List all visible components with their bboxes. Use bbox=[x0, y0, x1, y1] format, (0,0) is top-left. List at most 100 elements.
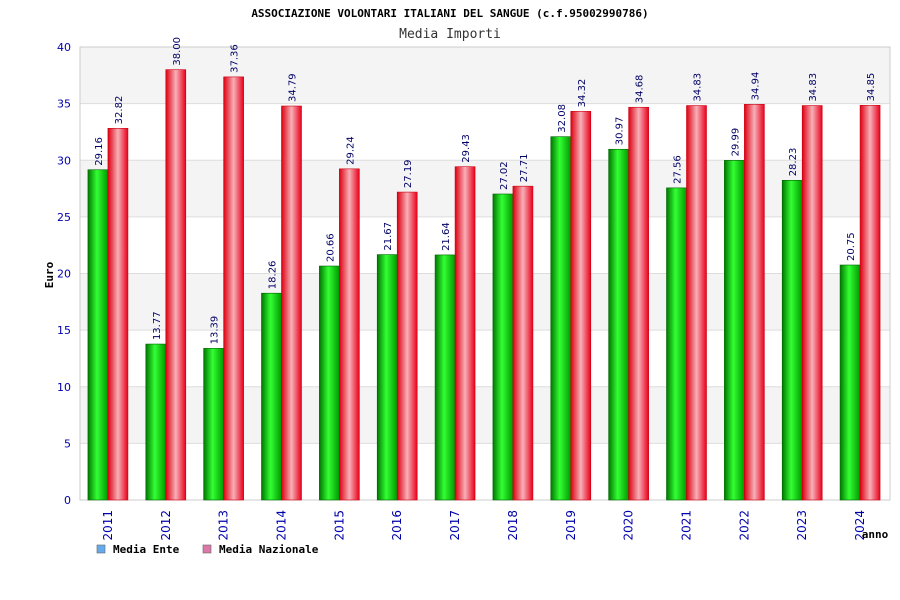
legend: Media Ente Media Nazionale bbox=[96, 543, 319, 556]
legend-entry: Media Ente bbox=[113, 543, 180, 556]
value-label: 21.64 bbox=[441, 222, 452, 251]
legend-swatch bbox=[96, 544, 106, 554]
value-label: 34.68 bbox=[635, 75, 646, 104]
value-label: 20.75 bbox=[846, 232, 857, 261]
value-label: 32.08 bbox=[557, 104, 568, 133]
bar-nazionale-2015 bbox=[339, 168, 360, 501]
chart-subtitle: Media Importi bbox=[399, 27, 501, 42]
bar-ente-2020 bbox=[608, 148, 629, 501]
bar-ente-2017 bbox=[434, 254, 456, 501]
bar-nazionale-2012 bbox=[165, 69, 187, 501]
value-label: 34.85 bbox=[866, 73, 877, 102]
x-tick-label: 2012 bbox=[159, 510, 173, 541]
value-label: 27.19 bbox=[403, 159, 414, 188]
x-tick-label: 2019 bbox=[564, 510, 578, 541]
bar-ente-2022 bbox=[724, 160, 745, 501]
value-label: 13.77 bbox=[152, 311, 163, 340]
y-tick-label: 0 bbox=[64, 494, 71, 507]
value-label: 21.67 bbox=[383, 222, 394, 251]
y-axis-label: Euro bbox=[43, 261, 56, 288]
bar-nazionale-2021 bbox=[686, 105, 707, 501]
legend-swatch bbox=[202, 544, 212, 554]
y-tick-label: 35 bbox=[57, 98, 71, 111]
x-tick-label: 2016 bbox=[390, 510, 404, 541]
grid-band bbox=[80, 386, 890, 444]
grid-band bbox=[80, 443, 890, 500]
bar-nazionale-2022 bbox=[744, 104, 765, 501]
value-label: 27.56 bbox=[673, 155, 684, 184]
x-tick-label: 2021 bbox=[680, 510, 694, 541]
y-axis-ticks: 0 5 10 15 20 25 30 35 40 bbox=[57, 41, 71, 507]
bars: 29.16 32.82 13.77 38.00 13.39 37.36 18.26 34.79… bbox=[87, 37, 881, 501]
x-tick-label: 2022 bbox=[737, 510, 751, 541]
x-tick-label: 2017 bbox=[448, 510, 462, 541]
bar-ente-2023 bbox=[781, 179, 803, 501]
bar-nazionale-2024 bbox=[859, 105, 881, 501]
bar-nazionale-2014 bbox=[281, 105, 302, 501]
value-label: 34.83 bbox=[808, 73, 819, 102]
grid-band bbox=[80, 330, 890, 387]
x-tick-label: 2018 bbox=[506, 510, 520, 541]
value-label: 38.00 bbox=[172, 37, 183, 66]
value-label: 28.23 bbox=[788, 148, 799, 177]
x-axis-label: anno bbox=[862, 528, 889, 541]
x-tick-label: 2015 bbox=[332, 510, 346, 541]
y-tick-label: 10 bbox=[57, 381, 71, 394]
y-tick-label: 5 bbox=[64, 437, 71, 450]
y-tick-label: 30 bbox=[57, 154, 71, 167]
value-label: 27.71 bbox=[519, 154, 530, 183]
x-tick-label: 2013 bbox=[217, 510, 231, 541]
bar-ente-2014 bbox=[261, 292, 282, 501]
bar-nazionale-2023 bbox=[801, 105, 823, 501]
x-tick-label: 2014 bbox=[275, 510, 289, 541]
bar-nazionale-2020 bbox=[628, 106, 649, 501]
value-label: 13.39 bbox=[210, 316, 221, 345]
bar-nazionale-2018 bbox=[512, 185, 534, 501]
x-tick-label: 2011 bbox=[101, 510, 115, 541]
y-tick-label: 40 bbox=[57, 41, 71, 54]
value-label: 37.36 bbox=[230, 44, 241, 73]
bar-ente-2016 bbox=[376, 254, 398, 501]
plot-frame bbox=[79, 46, 891, 501]
y-tick-label: 15 bbox=[57, 324, 71, 337]
value-label: 30.97 bbox=[615, 117, 626, 146]
bar-ente-2021 bbox=[666, 187, 687, 501]
grid-band bbox=[80, 103, 890, 161]
value-label: 34.83 bbox=[693, 73, 704, 102]
grid-band bbox=[80, 273, 890, 331]
bar-nazionale-2016 bbox=[396, 191, 418, 501]
x-tick-label: 2024 bbox=[853, 510, 867, 541]
value-label: 29.43 bbox=[461, 134, 472, 163]
value-label: 32.82 bbox=[114, 96, 125, 125]
y-tick-label: 20 bbox=[57, 268, 71, 281]
bar-ente-2024 bbox=[839, 264, 861, 501]
bar-nazionale-2013 bbox=[223, 76, 244, 501]
value-label: 34.94 bbox=[750, 72, 761, 101]
grid-band bbox=[80, 216, 890, 274]
value-label: 29.16 bbox=[94, 137, 105, 166]
chart-title: ASSOCIAZIONE VOLONTARI ITALIANI DEL SANG… bbox=[251, 7, 648, 20]
grid-band bbox=[80, 47, 890, 104]
grid-band bbox=[80, 160, 890, 217]
x-axis-categories: 2011 2012 2013 2014 2015 2016 2017 2018 2019 2020… bbox=[101, 510, 867, 541]
bar-nazionale-2019 bbox=[570, 111, 592, 501]
x-tick-label: 2023 bbox=[795, 510, 809, 541]
value-label: 34.79 bbox=[288, 73, 299, 102]
grid-bands bbox=[79, 46, 891, 501]
legend-entry: Media Nazionale bbox=[219, 543, 319, 556]
y-tick-label: 25 bbox=[57, 211, 71, 224]
bar-ente-2019 bbox=[550, 136, 572, 501]
value-label: 29.24 bbox=[345, 136, 356, 165]
bar-nazionale-2017 bbox=[454, 166, 476, 501]
x-tick-label: 2020 bbox=[622, 510, 636, 541]
bar-ente-2015 bbox=[319, 265, 340, 501]
value-label: 18.26 bbox=[268, 261, 279, 290]
value-label: 20.66 bbox=[325, 233, 336, 262]
bar-ente-2011 bbox=[87, 169, 109, 501]
bar-ente-2013 bbox=[203, 348, 224, 501]
bar-ente-2012 bbox=[145, 343, 167, 501]
value-label: 27.02 bbox=[499, 161, 510, 190]
value-label: 34.32 bbox=[577, 79, 588, 108]
bar-nazionale-2011 bbox=[107, 128, 129, 501]
